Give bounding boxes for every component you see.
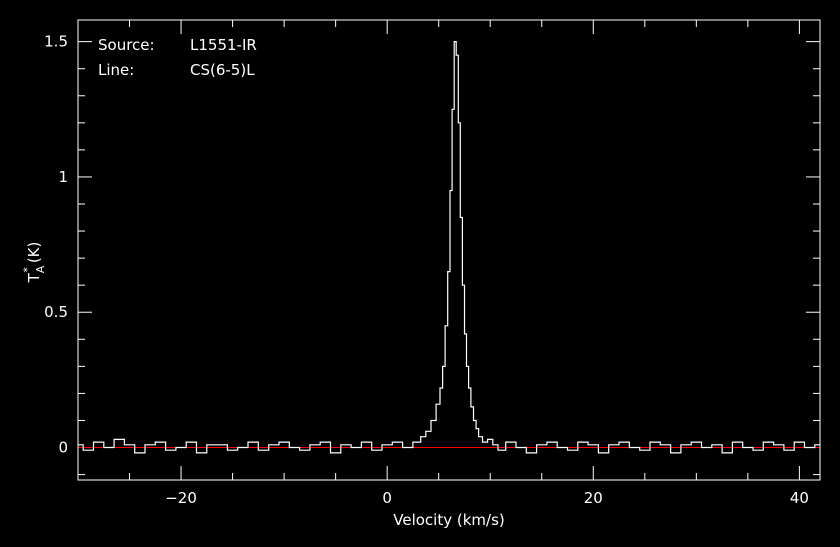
- x-tick-label: 20: [584, 489, 603, 507]
- y-axis-label-unit: (K): [25, 242, 43, 264]
- y-axis-label-sub: A: [34, 265, 47, 273]
- y-tick-label: 0: [58, 439, 68, 457]
- y-tick-label: 1: [58, 168, 68, 186]
- y-tick-label: 0.5: [44, 303, 68, 321]
- source-value: L1551-IR: [190, 36, 257, 54]
- line-value: CS(6-5)L: [190, 61, 255, 79]
- source-label: Source:: [98, 36, 155, 54]
- y-axis-label: TA* (K): [21, 242, 47, 284]
- y-axis-label-sup: *: [21, 267, 34, 273]
- plot-frame: [77, 19, 821, 481]
- y-tick-label: 1.5: [44, 33, 68, 51]
- line-label: Line:: [98, 61, 134, 79]
- x-tick-label: 40: [790, 489, 809, 507]
- spectrum-line: [78, 41, 820, 454]
- svg-text:TA*(K): TA* (K): [21, 242, 47, 284]
- y-axis-label-base: T: [25, 272, 43, 283]
- x-axis-label: Velocity (km/s): [393, 511, 504, 529]
- x-tick-label: 0: [382, 489, 392, 507]
- x-tick-label: −20: [165, 489, 197, 507]
- tick-labels: −20 0 20 40 0 0.5 1 1.5: [44, 33, 809, 507]
